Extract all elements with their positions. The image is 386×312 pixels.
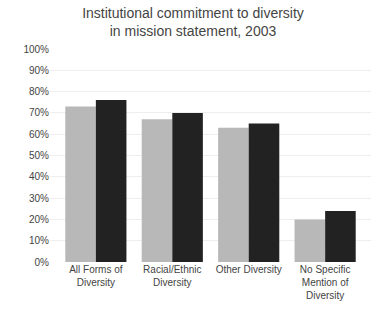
svg-text:Racial/EthnicDiversity: Racial/EthnicDiversity (143, 264, 201, 288)
svg-text:80%: 80% (29, 86, 49, 97)
svg-text:90%: 90% (29, 65, 49, 76)
svg-text:40%: 40% (29, 171, 49, 182)
svg-text:30%: 30% (29, 193, 49, 204)
svg-text:60%: 60% (29, 129, 49, 140)
svg-text:All Forms ofDiversity: All Forms ofDiversity (69, 264, 123, 288)
svg-text:70%: 70% (29, 107, 49, 118)
svg-text:0%: 0% (35, 257, 50, 268)
svg-text:100%: 100% (23, 44, 49, 55)
svg-text:10%: 10% (29, 235, 49, 246)
svg-text:No SpecificMention ofDiversity: No SpecificMention ofDiversity (300, 264, 351, 301)
svg-text:Other Diversity: Other Diversity (216, 264, 282, 275)
svg-text:Institutional commitment to di: Institutional commitment to diversityin … (82, 5, 304, 39)
svg-text:20%: 20% (29, 214, 49, 225)
svg-text:50%: 50% (29, 150, 49, 161)
